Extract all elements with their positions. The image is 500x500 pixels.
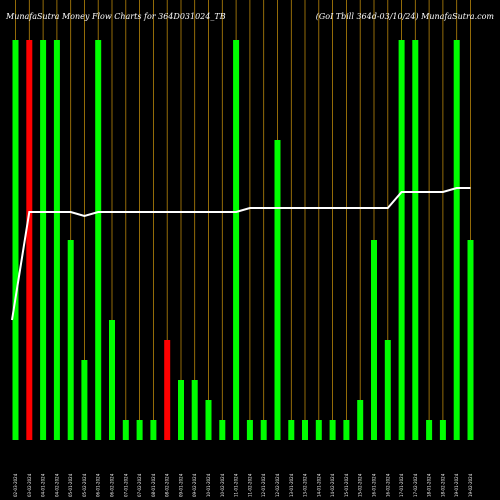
x-tick-label: 13-02-2024 (303, 473, 308, 497)
x-tick-label: 14-02-2024 (330, 473, 335, 497)
x-tick-label: 08-02-2024 (165, 473, 170, 497)
x-tick-label: 06-01-2024 (96, 473, 101, 497)
bar-18-02-2024 (439, 420, 446, 440)
x-tick-label: 07-01-2024 (123, 473, 128, 497)
bar-17-02-2024 (412, 40, 419, 440)
x-tick-label: 02-03-2024 (13, 473, 18, 497)
bar-06-02-2024 (109, 320, 115, 440)
bar-10-02-2024 (219, 420, 226, 440)
bar-08-02-2024 (164, 340, 171, 440)
chart-title-right: (GoI Tbill 364d-03/10/24) MunafaSutra.co… (316, 12, 495, 21)
bar-17-01-2024 (398, 40, 405, 440)
x-tick-label: 14-01-2024 (316, 473, 321, 497)
x-tick-label: 15-02-2024 (358, 473, 363, 497)
x-tick-label: 09-02-2024 (192, 473, 197, 497)
bar-15-02-2024 (357, 400, 364, 440)
x-tick-label: 12-02-2024 (275, 473, 280, 497)
x-tick-label: 16-01-2024 (372, 473, 377, 497)
bar-07-01-2024 (122, 420, 129, 440)
x-tick-label: 18-02-2024 (440, 473, 445, 497)
bar-14-01-2024 (315, 420, 322, 440)
x-tick-label: 06-02-2024 (110, 473, 115, 497)
x-tick-label: 19-02-2024 (468, 473, 473, 497)
bar-06-01-2024 (95, 40, 102, 440)
bar-02-03-2024 (12, 40, 19, 440)
x-tick-label: 17-02-2024 (413, 473, 418, 497)
x-tick-label: 13-01-2024 (289, 473, 294, 497)
x-tick-label: 03-02-2024 (27, 473, 32, 497)
bar-05-01-2024 (67, 240, 74, 440)
bar-11-01-2024 (233, 40, 240, 440)
x-tick-label: 15-01-2024 (344, 473, 349, 497)
bar-16-02-2024 (384, 340, 391, 440)
bar-05-02-2024 (81, 360, 88, 440)
bars (12, 40, 474, 440)
bar-04-01-2024 (40, 40, 47, 440)
bar-04-02-2024 (53, 40, 60, 440)
x-tick-label: 09-01-2024 (179, 473, 184, 497)
x-tick-label: 08-01-2024 (151, 473, 156, 497)
x-tick-label: 10-01-2024 (206, 473, 211, 497)
bar-13-01-2024 (288, 420, 295, 440)
bar-10-01-2024 (205, 400, 212, 440)
bar-12-01-2024 (260, 420, 267, 440)
bar-03-02-2024 (26, 40, 33, 440)
bar-14-02-2024 (329, 420, 336, 440)
chart-title-left: MunafaSutra Money Flow Charts for 364D03… (5, 12, 226, 21)
x-tick-label: 17-01-2024 (399, 473, 404, 497)
bar-18-01-2024 (426, 420, 433, 440)
x-tick-label: 04-01-2024 (41, 473, 46, 497)
bar-09-01-2024 (178, 380, 184, 440)
price-line (11, 187, 471, 321)
price-line-group (11, 187, 471, 321)
x-tick-label: 11-02-2024 (247, 473, 252, 497)
x-tick-label: 10-02-2024 (220, 473, 225, 497)
bar-09-02-2024 (191, 380, 198, 440)
x-tick-label: 11-01-2024 (234, 473, 239, 497)
x-tick-labels: 02-03-2024 03-02-2024 04-01-2024 04-02-2024… (13, 473, 473, 497)
bar-11-02-2024 (246, 420, 253, 440)
bar-07-02-2024 (136, 420, 143, 440)
bar-12-02-2024 (274, 140, 281, 440)
x-tick-label: 04-02-2024 (54, 473, 59, 497)
x-tick-label: 05-02-2024 (82, 473, 87, 497)
x-tick-label: 19-01-2024 (454, 473, 459, 497)
bar-19-01-2024 (453, 40, 460, 440)
x-tick-label: 12-01-2024 (261, 473, 266, 497)
bar-13-02-2024 (302, 420, 308, 440)
bar-08-01-2024 (150, 420, 157, 440)
bar-16-01-2024 (371, 240, 377, 440)
bar-19-02-2024 (467, 240, 474, 440)
x-tick-label: 18-01-2024 (427, 473, 432, 497)
x-tick-label: 05-01-2024 (68, 473, 73, 497)
x-tick-label: 16-02-2024 (385, 473, 390, 497)
x-tick-label: 07-02-2024 (137, 473, 142, 497)
bar-15-01-2024 (343, 420, 350, 440)
